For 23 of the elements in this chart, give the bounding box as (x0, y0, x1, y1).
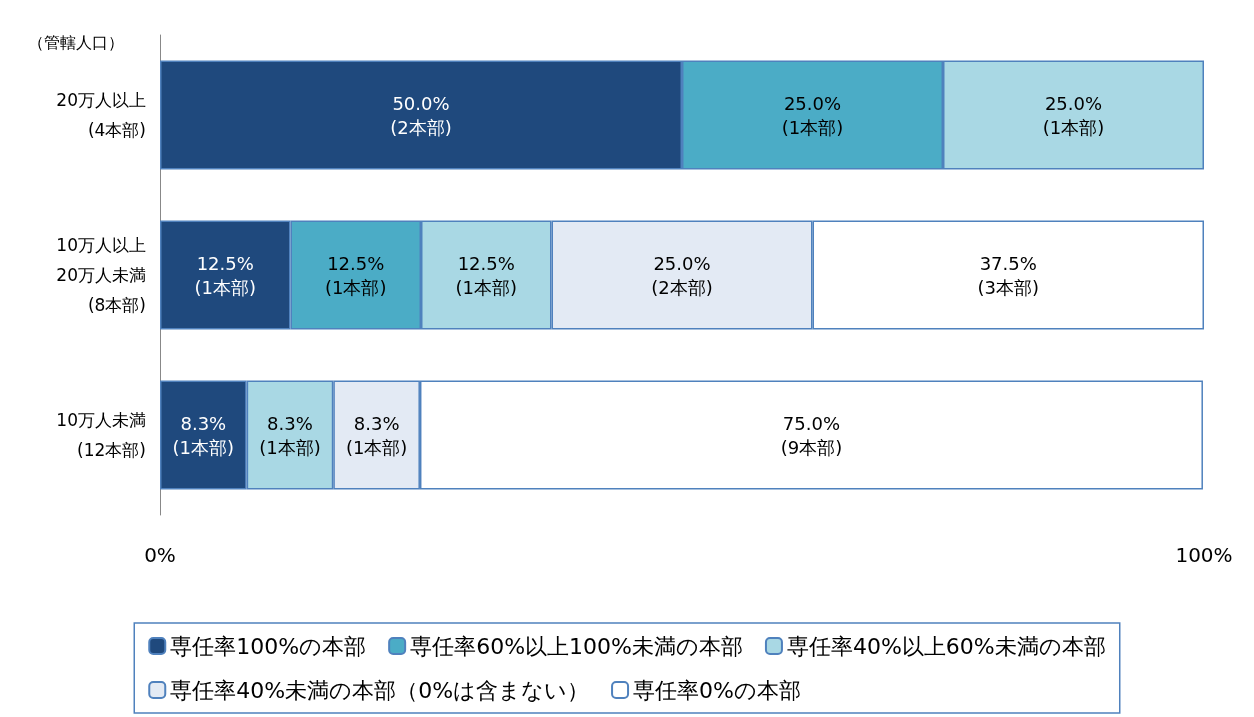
y-tick-label: 20万人以上 (4本部) (56, 90, 146, 140)
y-tick-label: 10万人以上 20万人未満 (8本部) (56, 235, 146, 315)
data-label: 12.5% (1本部) (194, 252, 256, 298)
x-tick-label: 100% (1175, 543, 1233, 567)
data-label: 25.0% (2本部) (651, 252, 713, 298)
data-label: 8.3% (1本部) (172, 412, 235, 458)
data-label: 12.5% (1本部) (455, 252, 517, 298)
x-tick-label: 0% (144, 543, 176, 567)
data-label: 75.0% (9本部) (780, 412, 843, 458)
data-label: 8.3% (1本部) (259, 412, 321, 458)
legend-label: 専任率40%以上60%未満の本部 (786, 633, 1106, 659)
data-label: 25.0% (1本部) (1042, 92, 1105, 138)
data-label: 25.0% (1本部) (781, 92, 844, 138)
data-label: 12.5% (1本部) (325, 252, 387, 298)
data-label: 37.5% (3本部) (977, 252, 1039, 298)
data-label: 8.3% (1本部) (345, 412, 408, 458)
legend-label: 専任率60%以上100%未満の本部 (410, 633, 743, 659)
data-label: 50.0% (2本部) (390, 92, 452, 138)
legend-label: 専任率0%の本部 (633, 677, 801, 703)
legend-label: 専任率100%の本部 (170, 633, 367, 659)
legend-label: 専任率40%未満の本部（0%は含まない） (170, 677, 590, 703)
y-axis-title: （管轄人口） (28, 32, 124, 52)
y-tick-label: 10万人未満 (12本部) (56, 410, 146, 460)
